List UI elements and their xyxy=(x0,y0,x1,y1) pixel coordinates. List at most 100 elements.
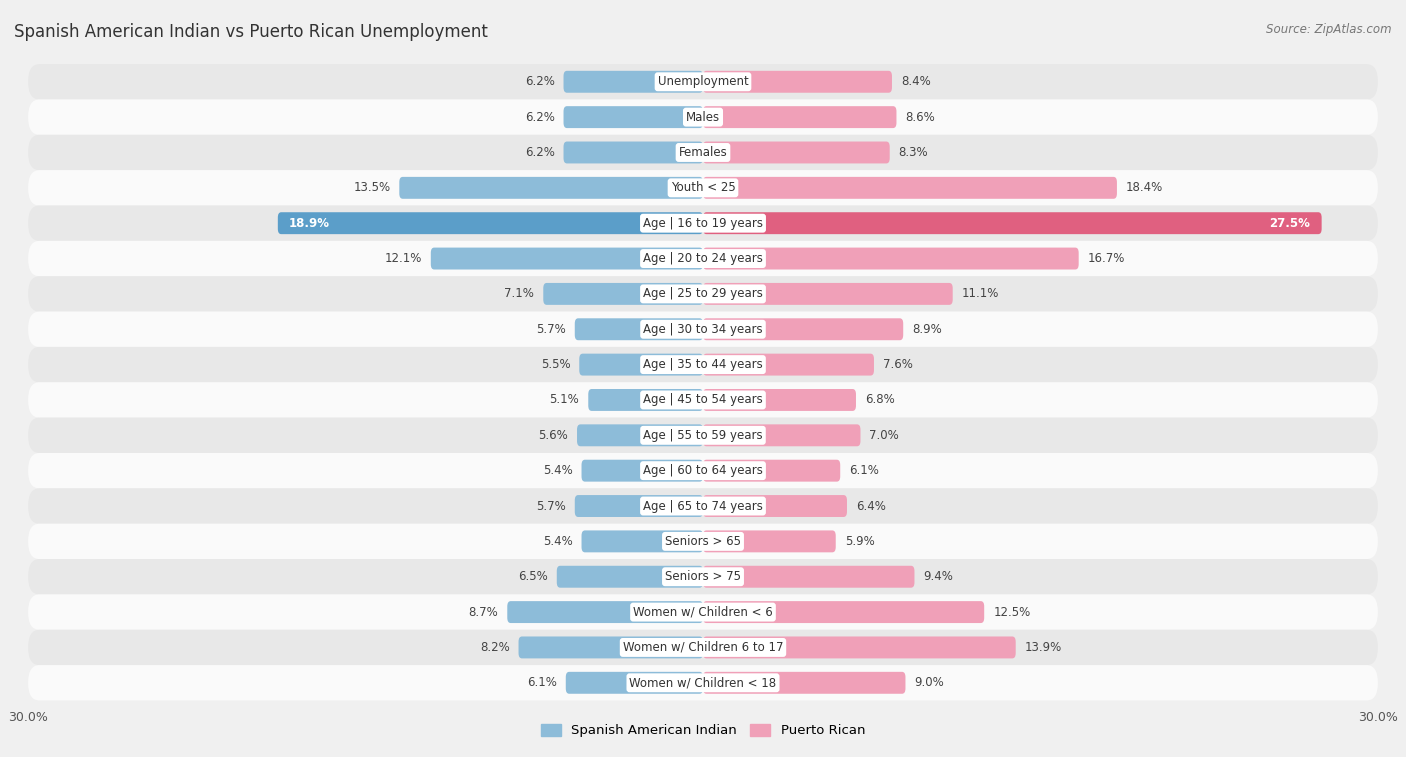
Text: Females: Females xyxy=(679,146,727,159)
Text: 8.2%: 8.2% xyxy=(479,641,509,654)
Text: Spanish American Indian vs Puerto Rican Unemployment: Spanish American Indian vs Puerto Rican … xyxy=(14,23,488,41)
FancyBboxPatch shape xyxy=(703,389,856,411)
Text: 8.4%: 8.4% xyxy=(901,75,931,89)
Text: Source: ZipAtlas.com: Source: ZipAtlas.com xyxy=(1267,23,1392,36)
Text: 6.2%: 6.2% xyxy=(524,146,554,159)
FancyBboxPatch shape xyxy=(28,594,1378,630)
Text: 16.7%: 16.7% xyxy=(1088,252,1125,265)
Legend: Spanish American Indian, Puerto Rican: Spanish American Indian, Puerto Rican xyxy=(536,718,870,743)
FancyBboxPatch shape xyxy=(703,425,860,447)
FancyBboxPatch shape xyxy=(564,71,703,93)
Text: Unemployment: Unemployment xyxy=(658,75,748,89)
FancyBboxPatch shape xyxy=(28,276,1378,312)
Text: 5.1%: 5.1% xyxy=(550,394,579,407)
Text: 18.4%: 18.4% xyxy=(1126,182,1163,195)
Text: Age | 16 to 19 years: Age | 16 to 19 years xyxy=(643,217,763,229)
Text: Age | 30 to 34 years: Age | 30 to 34 years xyxy=(643,322,763,336)
Text: 13.9%: 13.9% xyxy=(1025,641,1062,654)
Text: 8.9%: 8.9% xyxy=(912,322,942,336)
FancyBboxPatch shape xyxy=(703,318,903,340)
FancyBboxPatch shape xyxy=(564,142,703,164)
FancyBboxPatch shape xyxy=(430,248,703,269)
FancyBboxPatch shape xyxy=(576,425,703,447)
FancyBboxPatch shape xyxy=(703,71,891,93)
Text: Women w/ Children < 18: Women w/ Children < 18 xyxy=(630,676,776,690)
FancyBboxPatch shape xyxy=(28,488,1378,524)
FancyBboxPatch shape xyxy=(703,601,984,623)
Text: 5.4%: 5.4% xyxy=(543,464,572,477)
Text: 6.2%: 6.2% xyxy=(524,75,554,89)
Text: Age | 55 to 59 years: Age | 55 to 59 years xyxy=(643,428,763,442)
Text: 5.9%: 5.9% xyxy=(845,535,875,548)
Text: 8.6%: 8.6% xyxy=(905,111,935,123)
FancyBboxPatch shape xyxy=(703,142,890,164)
Text: 8.3%: 8.3% xyxy=(898,146,928,159)
FancyBboxPatch shape xyxy=(703,283,953,305)
FancyBboxPatch shape xyxy=(703,672,905,693)
Text: Age | 45 to 54 years: Age | 45 to 54 years xyxy=(643,394,763,407)
FancyBboxPatch shape xyxy=(508,601,703,623)
FancyBboxPatch shape xyxy=(28,64,1378,99)
FancyBboxPatch shape xyxy=(703,495,846,517)
FancyBboxPatch shape xyxy=(28,453,1378,488)
FancyBboxPatch shape xyxy=(703,565,914,587)
Text: 5.6%: 5.6% xyxy=(538,428,568,442)
Text: 6.1%: 6.1% xyxy=(527,676,557,690)
Text: 7.0%: 7.0% xyxy=(869,428,900,442)
FancyBboxPatch shape xyxy=(703,637,1015,659)
FancyBboxPatch shape xyxy=(28,241,1378,276)
FancyBboxPatch shape xyxy=(28,630,1378,665)
FancyBboxPatch shape xyxy=(28,418,1378,453)
Text: Age | 35 to 44 years: Age | 35 to 44 years xyxy=(643,358,763,371)
FancyBboxPatch shape xyxy=(28,312,1378,347)
FancyBboxPatch shape xyxy=(564,106,703,128)
FancyBboxPatch shape xyxy=(278,212,703,234)
FancyBboxPatch shape xyxy=(703,459,841,481)
Text: 6.8%: 6.8% xyxy=(865,394,894,407)
Text: Seniors > 65: Seniors > 65 xyxy=(665,535,741,548)
FancyBboxPatch shape xyxy=(28,99,1378,135)
Text: 11.1%: 11.1% xyxy=(962,288,1000,301)
FancyBboxPatch shape xyxy=(565,672,703,693)
Text: Age | 60 to 64 years: Age | 60 to 64 years xyxy=(643,464,763,477)
Text: Males: Males xyxy=(686,111,720,123)
FancyBboxPatch shape xyxy=(703,354,875,375)
FancyBboxPatch shape xyxy=(519,637,703,659)
Text: 7.6%: 7.6% xyxy=(883,358,912,371)
FancyBboxPatch shape xyxy=(703,106,897,128)
FancyBboxPatch shape xyxy=(703,531,835,553)
Text: Age | 20 to 24 years: Age | 20 to 24 years xyxy=(643,252,763,265)
Text: 13.5%: 13.5% xyxy=(353,182,391,195)
Text: 18.9%: 18.9% xyxy=(290,217,330,229)
Text: Age | 25 to 29 years: Age | 25 to 29 years xyxy=(643,288,763,301)
FancyBboxPatch shape xyxy=(543,283,703,305)
Text: 6.4%: 6.4% xyxy=(856,500,886,512)
Text: 5.7%: 5.7% xyxy=(536,500,565,512)
Text: 12.1%: 12.1% xyxy=(384,252,422,265)
FancyBboxPatch shape xyxy=(28,382,1378,418)
Text: Age | 65 to 74 years: Age | 65 to 74 years xyxy=(643,500,763,512)
Text: 5.7%: 5.7% xyxy=(536,322,565,336)
Text: Youth < 25: Youth < 25 xyxy=(671,182,735,195)
FancyBboxPatch shape xyxy=(588,389,703,411)
Text: 5.5%: 5.5% xyxy=(541,358,571,371)
Text: 8.7%: 8.7% xyxy=(468,606,498,618)
Text: 9.4%: 9.4% xyxy=(924,570,953,583)
FancyBboxPatch shape xyxy=(575,495,703,517)
Text: 6.2%: 6.2% xyxy=(524,111,554,123)
FancyBboxPatch shape xyxy=(28,559,1378,594)
Text: 6.5%: 6.5% xyxy=(517,570,548,583)
FancyBboxPatch shape xyxy=(582,531,703,553)
FancyBboxPatch shape xyxy=(28,665,1378,700)
FancyBboxPatch shape xyxy=(703,177,1116,199)
FancyBboxPatch shape xyxy=(579,354,703,375)
Text: 6.1%: 6.1% xyxy=(849,464,879,477)
FancyBboxPatch shape xyxy=(703,212,1322,234)
FancyBboxPatch shape xyxy=(582,459,703,481)
Text: 27.5%: 27.5% xyxy=(1270,217,1310,229)
FancyBboxPatch shape xyxy=(28,135,1378,170)
Text: 9.0%: 9.0% xyxy=(914,676,945,690)
FancyBboxPatch shape xyxy=(703,248,1078,269)
Text: 12.5%: 12.5% xyxy=(993,606,1031,618)
Text: Women w/ Children < 6: Women w/ Children < 6 xyxy=(633,606,773,618)
